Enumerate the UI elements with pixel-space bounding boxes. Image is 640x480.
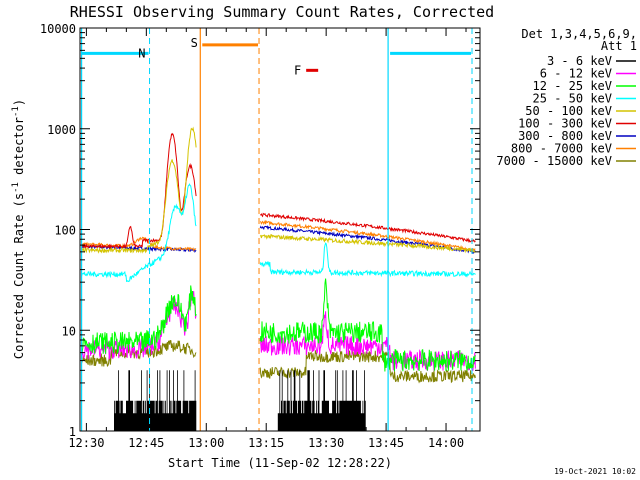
x-axis-label: Start Time (11-Sep-02 12:28:22)	[168, 456, 392, 470]
legend-entry: 6 - 12 keV	[540, 67, 612, 81]
legend-header: Att 1	[601, 39, 637, 53]
series-line-100-300kev	[81, 132, 476, 250]
legend-header: Det 1,3,4,5,6,9,	[521, 27, 637, 41]
night-label: N	[138, 46, 145, 60]
footer-date: 19-Oct-2021 10:02	[554, 467, 636, 476]
plot-area	[81, 126, 476, 431]
x-tick-label: 12:30	[68, 436, 104, 450]
y-tick-label: 10000	[40, 22, 76, 36]
legend-entry: 50 - 100 keV	[525, 104, 612, 118]
y-tick-label: 10	[62, 324, 76, 338]
y-axis-label: Corrected Count Rate (s-1 detector-1)	[11, 99, 26, 359]
legend-entry: 12 - 25 keV	[533, 79, 612, 93]
y-axis-label-part: )	[12, 99, 26, 106]
legend-entry: 100 - 300 keV	[518, 117, 612, 131]
flare-label: F	[294, 63, 301, 77]
legend-entry: 800 - 7000 keV	[511, 142, 612, 156]
legend-entry: 3 - 6 keV	[547, 54, 612, 68]
series-line-25-50kev	[81, 183, 476, 283]
axes: 1 10 100 1000 10000 12:30 12:45 13:00 13:15 13:30…	[40, 22, 480, 450]
x-tick-label: 12:45	[128, 436, 164, 450]
y-tick-label: 100	[54, 224, 76, 238]
x-tick-label: 13:30	[308, 436, 344, 450]
y-axis-label-superscript: -1	[11, 182, 21, 193]
series-line-3-6-kev	[114, 370, 366, 431]
series-line-12-25kev	[81, 278, 476, 372]
y-tick-label: 1	[69, 425, 76, 439]
x-tick-label: 13:00	[188, 436, 224, 450]
y-axis-label-part: Corrected Count Rate (s	[12, 193, 26, 359]
saa-label: S	[191, 36, 198, 50]
legend-entry: 300 - 800 keV	[518, 129, 612, 143]
chart-title: RHESSI Observing Summary Count Rates, Co…	[70, 3, 494, 21]
y-axis-label-part: detector	[12, 117, 26, 182]
y-tick-label: 1000	[47, 123, 76, 137]
x-tick-label: 14:00	[428, 436, 464, 450]
x-tick-label: 13:45	[368, 436, 404, 450]
y-axis-label-superscript: -1	[11, 106, 21, 117]
legend-entry: 25 - 50 keV	[533, 92, 612, 106]
x-tick-label: 13:15	[248, 436, 284, 450]
legend-entry: 7000 - 15000 keV	[496, 154, 612, 168]
series-line-50-100kev	[81, 126, 476, 254]
